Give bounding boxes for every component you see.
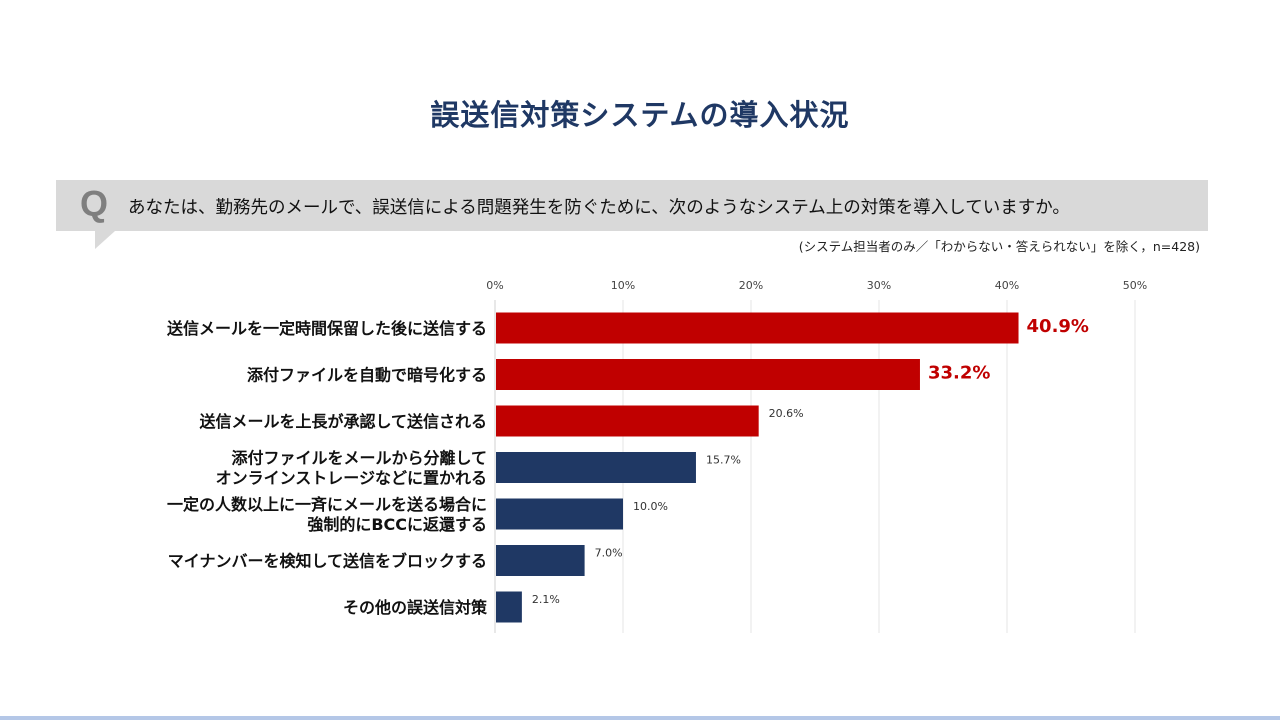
bars (496, 312, 1019, 623)
category-label: マイナンバーを検知して送信をブロックする (168, 552, 487, 571)
category-label: 一定の人数以上に一斉にメールを送る場合に (167, 495, 487, 514)
question-mark-icon: Q (80, 183, 109, 224)
category-label: その他の誤送信対策 (343, 598, 488, 617)
x-axis-ticks: 0% 10% 20% 30% 40% 50% (486, 279, 1147, 292)
data-label: 40.9% (1027, 316, 1089, 337)
bar (496, 452, 696, 483)
bar (496, 591, 522, 623)
category-label: 送信メールを上長が承認して送信される (198, 412, 487, 431)
data-label: 10.0% (633, 500, 668, 513)
question-text: あなたは、勤務先のメールで、誤送信による問題発生を防ぐために、次のようなシステム… (128, 198, 1070, 218)
data-label: 2.1% (532, 593, 560, 606)
x-tick-label: 0% (486, 279, 503, 292)
x-tick-label: 30% (867, 279, 891, 292)
x-tick-label: 40% (995, 279, 1019, 292)
bar (496, 498, 623, 530)
sample-note: (システム担当者のみ／「わからない・答えられない」を除く，n=428) (798, 239, 1200, 254)
category-label: 添付ファイルを自動で暗号化する (247, 366, 487, 385)
bar (496, 359, 920, 390)
category-label: 添付ファイルをメールから分離して (231, 449, 487, 468)
x-tick-label: 10% (611, 279, 635, 292)
data-label: 33.2% (928, 363, 990, 384)
data-label: 7.0% (595, 547, 623, 560)
category-labels: 送信メールを一定時間保留した後に送信する添付ファイルを自動で暗号化する送信メール… (166, 319, 488, 617)
x-tick-label: 50% (1123, 279, 1147, 292)
x-tick-label: 20% (739, 279, 763, 292)
chart-title: 誤送信対策システムの導入状況 (430, 98, 850, 132)
bar (496, 405, 759, 437)
question-banner-tail (95, 231, 115, 249)
footer-rule (0, 716, 1280, 720)
bar (496, 545, 585, 576)
grid-lines (622, 300, 1136, 633)
question-banner (56, 180, 1208, 231)
category-label: 送信メールを一定時間保留した後に送信する (166, 319, 487, 338)
category-label: 強制的にBCCに返還する (307, 515, 487, 534)
value-labels: 40.9% 33.2% 20.6% 15.7% 10.0% 7.0% 2.1% (532, 316, 1089, 606)
bar (496, 312, 1019, 344)
data-label: 15.7% (706, 454, 741, 467)
category-label: オンラインストレージなどに置かれる (216, 469, 487, 488)
data-label: 20.6% (769, 407, 804, 420)
